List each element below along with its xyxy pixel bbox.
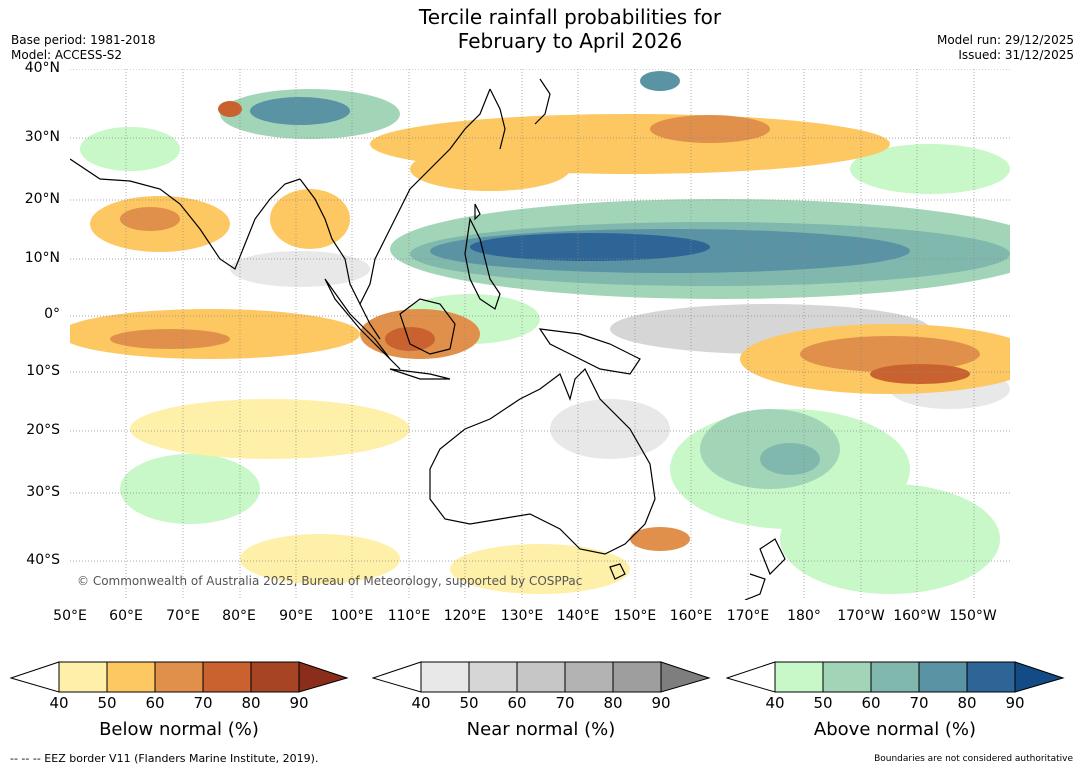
eez-border-note: -- -- -- EEZ border V11 (Flanders Marine… xyxy=(10,752,319,765)
cb-below-seg-6 xyxy=(298,661,349,693)
cb-above-title: Above normal (%) xyxy=(813,719,977,740)
meta-left: Base period: 1981-2018 Model: ACCESS-S2 xyxy=(11,33,156,63)
lat-label-30s: 30°S xyxy=(26,484,60,500)
cb-near-tick-50: 50 xyxy=(459,694,479,712)
probability-fields xyxy=(60,71,1050,594)
colorbar-above-normal xyxy=(725,660,1066,696)
cb-near-title: Near normal (%) xyxy=(466,719,616,740)
title-line-2: February to April 2026 xyxy=(457,29,683,53)
cb-above-tick-70: 70 xyxy=(909,694,929,712)
cb-below-tick-50: 50 xyxy=(97,694,117,712)
cb-above-tick-80: 80 xyxy=(957,694,977,712)
cb-below-tick-70: 70 xyxy=(193,694,213,712)
cb-above-tick-90: 90 xyxy=(1005,694,1025,712)
cb-below-tick-90: 90 xyxy=(289,694,309,712)
lon-label-90e: 90°E xyxy=(279,608,313,624)
cb-near-seg-5 xyxy=(612,661,662,693)
cb-below-seg-1 xyxy=(58,661,108,693)
gridlines xyxy=(70,68,1010,600)
cb-near-seg-6 xyxy=(660,661,711,693)
cb-above-seg-1 xyxy=(774,661,824,693)
lon-label-60e: 60°E xyxy=(109,608,143,624)
lon-label-160e: 160°E xyxy=(669,608,713,624)
cb-below-title: Below normal (%) xyxy=(99,719,259,740)
lat-label-0: 0° xyxy=(44,306,60,322)
lon-label-120e: 120°E xyxy=(443,608,487,624)
cb-above-seg-4 xyxy=(918,661,968,693)
cb-near-tick-90: 90 xyxy=(651,694,671,712)
cb-below-seg-4 xyxy=(202,661,252,693)
colorbar-near-normal xyxy=(371,660,712,696)
cb-above-seg-0 xyxy=(725,661,776,693)
cb-above-tick-40: 40 xyxy=(765,694,785,712)
cb-below-seg-2 xyxy=(106,661,156,693)
lon-label-110e: 110°E xyxy=(387,608,431,624)
cb-near-seg-0 xyxy=(371,661,422,693)
lat-label-10n: 10°N xyxy=(24,250,60,266)
lon-label-180: 180° xyxy=(787,608,821,624)
cb-near-tick-80: 80 xyxy=(603,694,623,712)
cb-above-seg-5 xyxy=(966,661,1016,693)
boundaries-disclaimer: Boundaries are not considered authoritat… xyxy=(874,754,1073,764)
cb-below-seg-5 xyxy=(250,661,300,693)
coastlines xyxy=(69,78,786,601)
lon-label-80e: 80°E xyxy=(222,608,256,624)
cb-above-tick-60: 60 xyxy=(861,694,881,712)
lat-label-40s: 40°S xyxy=(26,552,60,568)
issued-date: Issued: 31/12/2025 xyxy=(958,48,1074,62)
lon-label-150w: 150°W xyxy=(949,608,997,624)
cb-below-tick-80: 80 xyxy=(241,694,261,712)
lat-label-20s: 20°S xyxy=(26,422,60,438)
lon-label-130e: 130°E xyxy=(500,608,544,624)
cb-below-tick-40: 40 xyxy=(49,694,69,712)
copyright-notice: © Commonwealth of Australia 2025, Bureau… xyxy=(77,574,583,588)
map-area xyxy=(60,68,1050,601)
lon-label-140e: 140°E xyxy=(556,608,600,624)
rainfall-map xyxy=(60,68,1050,601)
cb-near-seg-4 xyxy=(564,661,614,693)
lon-label-70e: 70°E xyxy=(166,608,200,624)
title-line-1: Tercile rainfall probabilities for xyxy=(418,5,722,29)
lon-label-170w: 170°W xyxy=(837,608,885,624)
cb-near-seg-2 xyxy=(468,661,518,693)
cb-below-seg-3 xyxy=(154,661,204,693)
cb-near-seg-3 xyxy=(516,661,566,693)
cb-near-tick-40: 40 xyxy=(411,694,431,712)
lon-label-160w: 160°W xyxy=(893,608,941,624)
map-title: Tercile rainfall probabilities for Febru… xyxy=(300,5,840,53)
cb-above-seg-3 xyxy=(870,661,920,693)
lat-label-20n: 20°N xyxy=(24,191,60,207)
cb-above-tick-50: 50 xyxy=(813,694,833,712)
lat-label-40n: 40°N xyxy=(24,60,60,76)
meta-right: Model run: 29/12/2025 Issued: 31/12/2025 xyxy=(937,33,1074,63)
lon-label-150e: 150°E xyxy=(613,608,657,624)
cb-near-tick-60: 60 xyxy=(507,694,527,712)
lat-label-30n: 30°N xyxy=(24,129,60,145)
lon-label-50e: 50°E xyxy=(53,608,87,624)
colorbar-above-svg xyxy=(725,661,1065,693)
lon-label-100e: 100°E xyxy=(330,608,374,624)
cb-above-seg-2 xyxy=(822,661,872,693)
model-run: Model run: 29/12/2025 xyxy=(936,33,1074,47)
colorbar-below-normal xyxy=(9,660,350,696)
colorbar-near-svg xyxy=(371,661,711,693)
model-name: Model: ACCESS-S2 xyxy=(11,48,123,62)
lon-label-170e: 170°E xyxy=(726,608,770,624)
cb-near-tick-70: 70 xyxy=(555,694,575,712)
cb-below-tick-60: 60 xyxy=(145,694,165,712)
base-period: Base period: 1981-2018 xyxy=(11,33,156,47)
cb-near-seg-1 xyxy=(420,661,470,693)
colorbar-below-svg xyxy=(9,661,349,693)
cb-above-seg-6 xyxy=(1014,661,1065,693)
lat-label-10s: 10°S xyxy=(26,363,60,379)
cb-below-seg-0 xyxy=(9,661,60,693)
